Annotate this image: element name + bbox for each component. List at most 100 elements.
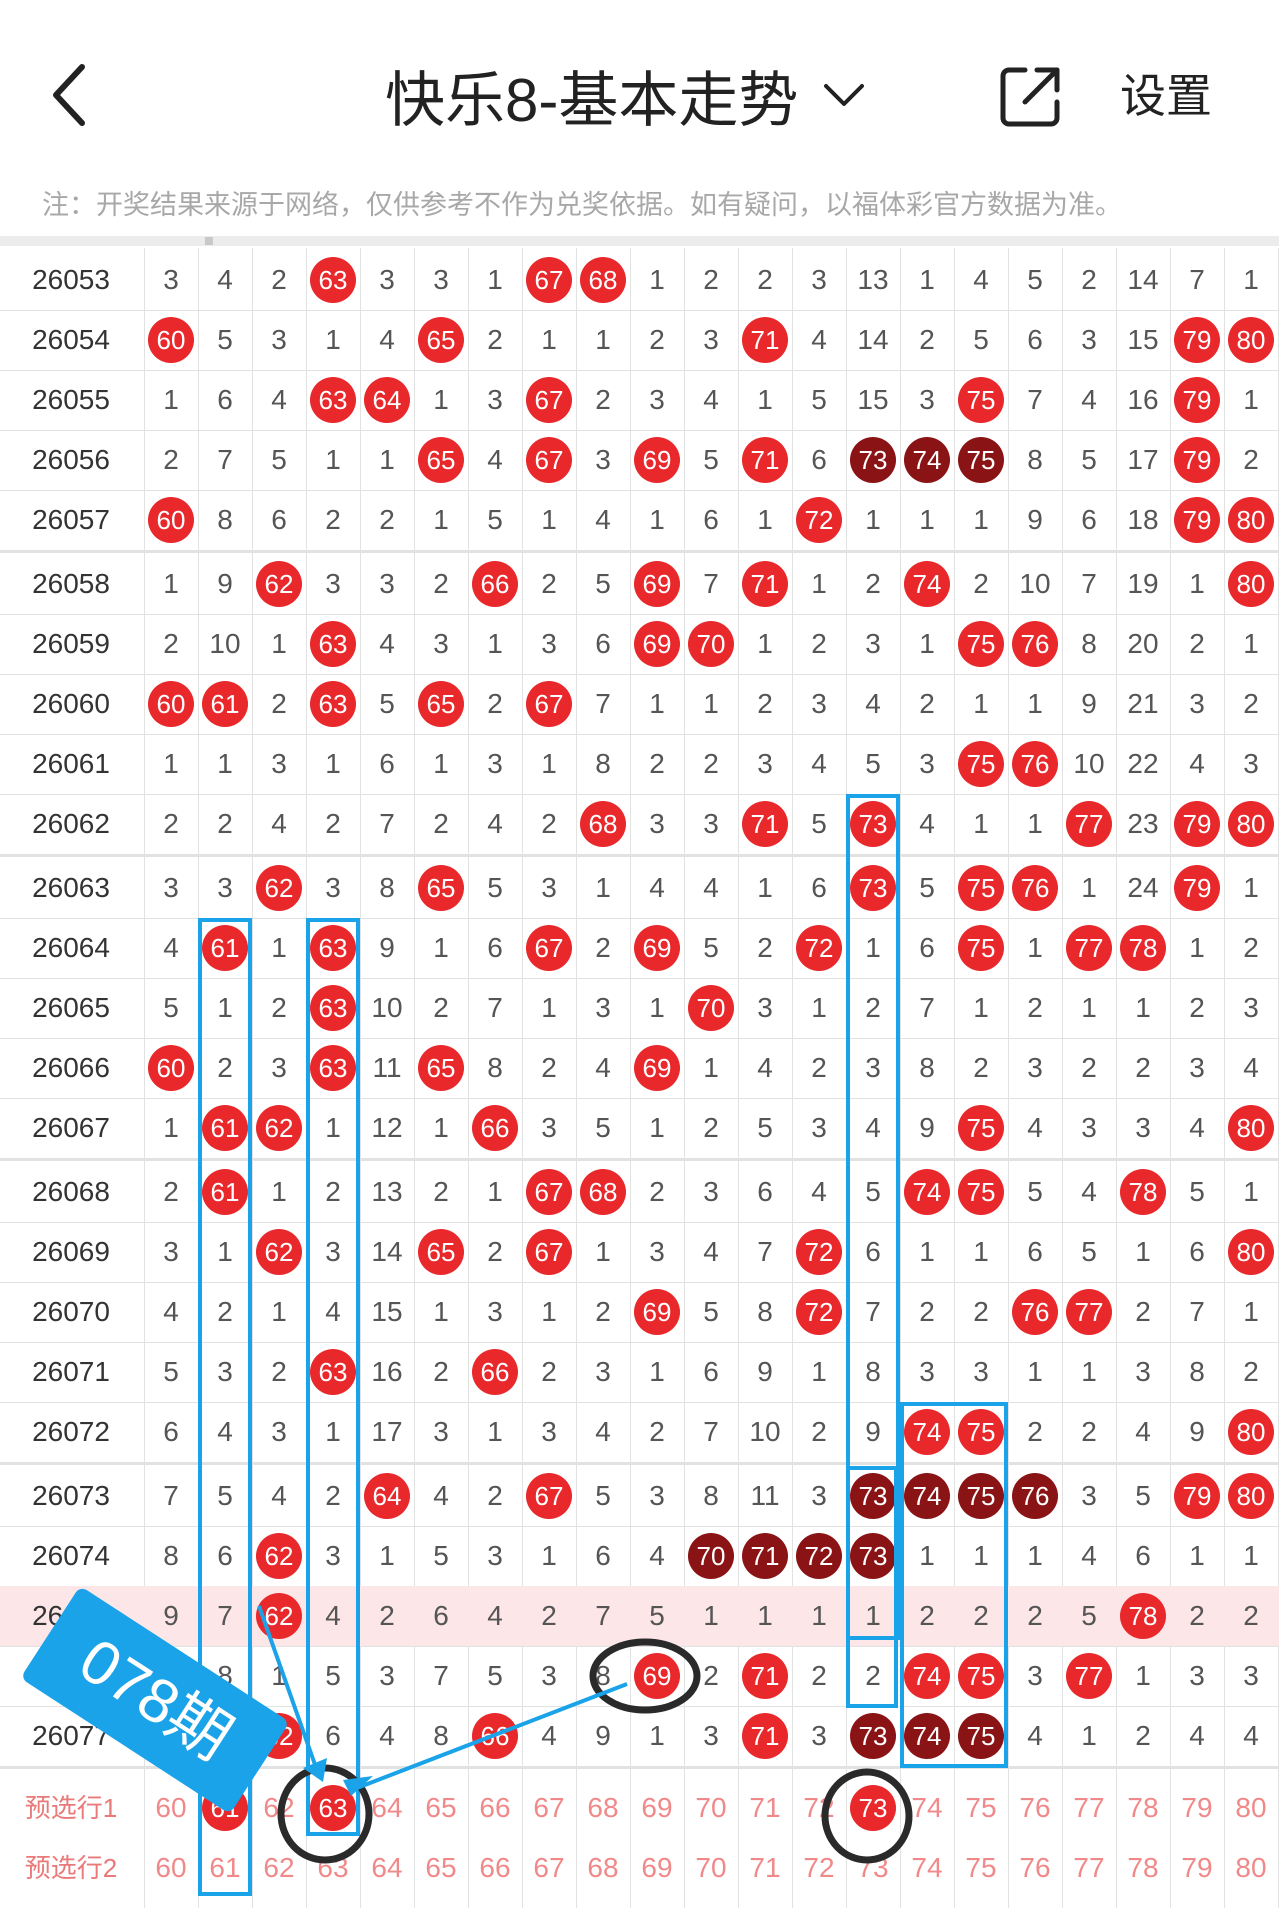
issue-number: 26053	[32, 264, 110, 295]
preselect-cell[interactable]: 64	[371, 1852, 403, 1883]
preselect-cell[interactable]: 75	[965, 1792, 997, 1823]
preselect-cell[interactable]: 62	[263, 1852, 295, 1883]
table-row[interactable]: 26055 1 6 4 63 64 1 3 67 2 3 4 1 5 15 3 75 7 4 16 79 1	[0, 370, 1279, 430]
table-cell: 2	[1135, 1720, 1151, 1751]
trend-table[interactable]: 26053 3 4 2 63 3 3 1 67 68 1 2 2 3 13 1 4 5 2 14 7 1 26054 60 5 3…	[0, 236, 1279, 1916]
page-title-dropdown[interactable]: 快乐8-基本走势	[385, 50, 868, 140]
table-row[interactable]: 26064 4 61 1 63 9 1 6 67 2 69 5 2 72 1 6 75 1 77 78 1 2	[0, 918, 1279, 978]
table-row[interactable]: 26070 4 2 1 4 15 1 3 1 2 69 5 8 72 7 2 2 76 77 2 7 1	[0, 1282, 1279, 1342]
preselect-cell[interactable]: 79	[1181, 1852, 1213, 1883]
table-row[interactable]: 26060 60 61 2 63 5 65 2 67 7 1 1 2 3 4 2 1 1 9 21 3 2	[0, 674, 1279, 734]
table-row[interactable]: 26054 60 5 3 1 4 65 2 1 1 2 3 71 4 14 2 5 6 3 15 79 80	[0, 310, 1279, 370]
table-row[interactable]: 26062 2 2 4 2 7 2 4 2 68 3 3 71 5 73 4 1 1 77 23 79 80	[0, 794, 1279, 854]
table-row[interactable]: 26069 3 1 62 3 14 65 2 67 1 3 4 7 72 6 1 1 6 5 1 6 80	[0, 1222, 1279, 1282]
preselect-cell[interactable]: 73	[857, 1852, 889, 1883]
drawn-number-ball: 70	[688, 985, 734, 1031]
table-row[interactable]: 26057 60 8 6 2 2 1 5 1 4 1 6 1 72 1 1 1 9 6 18 79 80	[0, 490, 1279, 550]
preselect-cell[interactable]: 78	[1127, 1792, 1159, 1823]
preselect-row[interactable]: 预选行2 60 61 62 63 64 65 66 67 68 69 70 71 72 73 74 75 76 77…	[0, 1838, 1279, 1898]
table-row[interactable]: 26074 8 6 62 3 1 5 3 1 6 4 70 71 72 73 1 1 1 4 6 1 1	[0, 1526, 1279, 1586]
preselect-cell[interactable]: 72	[803, 1792, 835, 1823]
table-cell: 1	[757, 504, 773, 535]
table-row[interactable]: 26068 2 61 1 2 13 2 1 67 68 2 3 6 4 5 74 75 5 4 78 5 1	[0, 1162, 1279, 1222]
preselect-cell[interactable]: 79	[1181, 1792, 1213, 1823]
table-row[interactable]: 26058 1 9 62 3 3 2 66 2 5 69 7 71 1 2 74 2 10 7 19 1 80	[0, 554, 1279, 614]
preselect-cell[interactable]: 60	[155, 1792, 187, 1823]
preselect-cell[interactable]: 69	[641, 1852, 673, 1883]
table-row[interactable]: 26059 2 10 1 63 4 3 1 3 6 69 70 1 2 3 1 75 76 8 20 2 1	[0, 614, 1279, 674]
table-cell: 6	[757, 1176, 773, 1207]
table-cell: 4	[379, 628, 395, 659]
drawn-number-ball: 80	[1228, 1105, 1274, 1151]
table-row[interactable]: 26063 3 3 62 3 8 65 5 3 1 4 4 1 6 73 5 75 76 1 24 79 1	[0, 858, 1279, 918]
preselect-picked-ball[interactable]: 61	[202, 1785, 248, 1831]
preselect-cell[interactable]: 80	[1235, 1852, 1267, 1883]
table-cell: 66	[468, 1098, 522, 1158]
table-row[interactable]: 26066 60 2 3 63 11 65 8 2 4 69 1 4 2 3 8 2 3 2 2 3 4	[0, 1038, 1279, 1098]
drawn-number-ball: 68	[580, 801, 626, 847]
table-cell: 1	[973, 992, 989, 1023]
table-row[interactable]: 26056 2 7 5 1 1 65 4 67 3 69 5 71 6 73 74 75 8 5 17 79 2	[0, 430, 1279, 490]
settings-button[interactable]: 设置	[1120, 70, 1212, 122]
preselect-cell[interactable]: 66	[479, 1852, 511, 1883]
preselect-cell[interactable]: 67	[533, 1792, 565, 1823]
preselect-cell[interactable]: 78	[1127, 1852, 1159, 1883]
preselect-cell[interactable]: 63	[317, 1852, 349, 1883]
table-row[interactable]: 26072 6 4 3 1 17 3 1 3 4 2 7 10 2 9 74 75 2 2 4 9 80	[0, 1402, 1279, 1462]
preselect-cell[interactable]: 64	[371, 1792, 403, 1823]
preselect-cell[interactable]: 71	[749, 1852, 781, 1883]
preselect-cell[interactable]: 76	[1019, 1852, 1051, 1883]
preselect-cell[interactable]: 77	[1073, 1792, 1105, 1823]
preselect-cell[interactable]: 74	[911, 1792, 943, 1823]
preselect-row[interactable]: 预选行1 60 61 62 63 64 65 66 67 68 69 70 71 72 73 74 75 76 77…	[0, 1778, 1279, 1838]
table-cell: 73	[846, 858, 900, 918]
preselect-cell[interactable]: 70	[695, 1852, 727, 1883]
preselect-cell[interactable]: 74	[911, 1852, 943, 1883]
back-arrow-icon[interactable]	[40, 55, 100, 135]
table-cell: 5	[865, 1176, 881, 1207]
table-row[interactable]: 26075 9 7 62 4 2 6 4 2 7 5 1 1 1 1 2 2 2 5 78 2 2	[0, 1586, 1279, 1646]
table-cell: 10	[749, 1416, 781, 1447]
table-row[interactable]: 26077 11 9 62 6 4 8 66 4 9 1 3 71 3 73 74 75 4 1 2 4 4	[0, 1706, 1279, 1766]
preselect-cell[interactable]: 68	[587, 1792, 619, 1823]
table-cell: 7	[865, 1296, 881, 1327]
preselect-cell[interactable]: 68	[587, 1852, 619, 1883]
preselect-cell[interactable]: 66	[479, 1792, 511, 1823]
preselect-cell[interactable]: 67	[533, 1852, 565, 1883]
preselect-picked-ball[interactable]: 73	[850, 1785, 896, 1831]
preselect-cell[interactable]: 65	[425, 1792, 457, 1823]
preselect-cell[interactable]: 70	[695, 1792, 727, 1823]
preselect-cell[interactable]: 63	[306, 1778, 360, 1838]
horizontal-scrollbar[interactable]	[0, 236, 1279, 246]
table-row[interactable]: 26071 5 3 2 63 16 2 66 2 3 1 6 9 1 8 3 3 1 1 3 8 2	[0, 1342, 1279, 1402]
preselect-cell[interactable]: 73	[846, 1778, 900, 1838]
table-row[interactable]: 26061 1 1 3 1 6 1 3 1 8 2 2 3 4 5 3 75 76 10 22 4 3	[0, 734, 1279, 794]
table-cell: 4	[1135, 1416, 1151, 1447]
preselect-cell[interactable]: 69	[641, 1792, 673, 1823]
table-cell: 1	[595, 1236, 611, 1267]
table-cell: 3	[595, 444, 611, 475]
table-row[interactable]: 26073 7 5 4 2 64 4 2 67 5 3 8 11 3 73 74 75 76 3 5 79 80	[0, 1466, 1279, 1526]
table-cell: 3	[487, 1540, 503, 1571]
hot-number-ball: 74	[904, 1713, 950, 1759]
preselect-picked-ball[interactable]: 63	[310, 1785, 356, 1831]
table-row[interactable]: 26076 10 8 1 5 3 7 5 3 8 69 2 71 2 2 74 75 3 77 1 3 3	[0, 1646, 1279, 1706]
table-row[interactable]: 26065 5 1 2 63 10 2 7 1 3 1 70 3 1 2 7 1 2 1 1 2 3	[0, 978, 1279, 1038]
preselect-cell[interactable]: 62	[263, 1792, 295, 1823]
scrollbar-thumb[interactable]	[205, 237, 213, 245]
preselect-cell[interactable]: 76	[1019, 1792, 1051, 1823]
preselect-cell[interactable]: 60	[155, 1852, 187, 1883]
preselect-cell[interactable]: 80	[1235, 1792, 1267, 1823]
preselect-cell[interactable]: 71	[749, 1792, 781, 1823]
share-icon[interactable]	[995, 60, 1067, 132]
preselect-cell[interactable]: 65	[425, 1852, 457, 1883]
table-row[interactable]: 26067 1 61 62 1 12 1 66 3 5 1 2 5 3 4 9 75 4 3 3 4 80	[0, 1098, 1279, 1158]
table-cell: 3	[379, 264, 395, 295]
table-row[interactable]: 26053 3 4 2 63 3 3 1 67 68 1 2 2 3 13 1 4 5 2 14 7 1	[0, 250, 1279, 310]
table-cell: 12	[371, 1112, 403, 1143]
preselect-cell[interactable]: 61	[209, 1852, 241, 1883]
preselect-cell[interactable]: 61	[198, 1778, 252, 1838]
preselect-cell[interactable]: 72	[803, 1852, 835, 1883]
preselect-cell[interactable]: 75	[965, 1852, 997, 1883]
preselect-cell[interactable]: 77	[1073, 1852, 1105, 1883]
